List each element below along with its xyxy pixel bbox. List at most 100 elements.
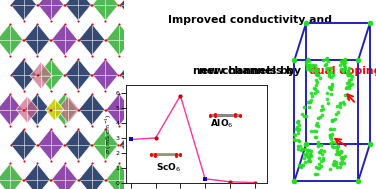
Point: [329, 132, 335, 135]
Point: [333, 161, 339, 164]
Point: [315, 125, 321, 128]
Point: [343, 86, 349, 89]
Point: [306, 106, 312, 109]
Polygon shape: [11, 0, 36, 21]
Polygon shape: [38, 59, 64, 91]
Point: [338, 149, 344, 153]
Point: [308, 155, 314, 158]
Point: [344, 73, 350, 76]
Polygon shape: [38, 129, 64, 161]
Point: [346, 78, 352, 81]
Point: [324, 67, 330, 70]
Point: [321, 149, 327, 152]
Point: [302, 105, 308, 108]
Point: [315, 117, 321, 120]
Point: [334, 166, 340, 169]
Point: [341, 64, 347, 67]
Point: [341, 161, 347, 164]
Point: [302, 148, 308, 151]
Point: [349, 83, 355, 86]
Point: [316, 162, 322, 165]
Point: [295, 128, 301, 131]
Point: [346, 81, 352, 84]
Point: [304, 150, 310, 153]
Point: [312, 172, 318, 175]
Point: [302, 161, 308, 164]
Point: [328, 142, 334, 145]
Point: [337, 166, 343, 169]
Point: [312, 91, 318, 94]
Polygon shape: [92, 0, 118, 21]
Point: [328, 88, 334, 91]
Point: [329, 144, 335, 147]
Point: [330, 162, 336, 165]
Point: [296, 132, 302, 135]
Point: [305, 159, 311, 162]
Point: [313, 79, 319, 82]
Point: [309, 94, 315, 97]
Point: [319, 104, 325, 107]
Point: [305, 148, 311, 151]
Point: [314, 69, 320, 72]
Point: [306, 159, 312, 162]
Point: [315, 167, 321, 170]
Point: [324, 98, 330, 101]
Polygon shape: [120, 59, 146, 91]
Point: [319, 114, 325, 117]
Text: dual doping: dual doping: [309, 66, 376, 76]
Point: [320, 156, 326, 160]
Point: [345, 69, 351, 72]
Point: [337, 102, 343, 105]
Point: [330, 119, 336, 122]
Point: [299, 164, 305, 167]
Point: [314, 172, 320, 175]
Point: [344, 94, 350, 97]
Point: [315, 142, 321, 145]
Polygon shape: [79, 94, 105, 126]
Point: [315, 143, 321, 146]
Point: [314, 135, 320, 138]
Point: [344, 71, 350, 74]
Point: [299, 148, 305, 151]
Polygon shape: [38, 0, 64, 21]
Point: [328, 134, 334, 137]
Polygon shape: [52, 163, 77, 189]
Point: [295, 121, 301, 124]
Polygon shape: [65, 0, 91, 21]
Point: [317, 108, 323, 112]
Point: [315, 141, 321, 144]
Point: [340, 156, 346, 159]
Point: [349, 74, 355, 77]
Point: [331, 164, 337, 167]
Point: [313, 71, 319, 74]
Point: [333, 142, 339, 145]
Point: [327, 136, 333, 139]
Polygon shape: [24, 94, 50, 126]
Polygon shape: [79, 24, 105, 56]
Point: [316, 157, 322, 160]
Point: [313, 166, 319, 169]
Point: [327, 138, 334, 141]
Point: [306, 64, 312, 67]
Point: [328, 71, 334, 74]
Point: [295, 119, 301, 122]
Point: [307, 159, 313, 162]
Point: [323, 57, 329, 60]
Point: [342, 57, 348, 60]
Point: [295, 139, 301, 142]
Point: [304, 65, 310, 68]
Point: [330, 145, 336, 148]
Polygon shape: [120, 129, 146, 161]
Point: [296, 140, 302, 143]
Polygon shape: [52, 94, 77, 126]
Point: [305, 100, 311, 103]
Point: [326, 75, 332, 78]
Point: [349, 77, 355, 80]
Point: [335, 150, 341, 153]
Point: [346, 71, 352, 74]
Point: [341, 102, 347, 105]
Point: [346, 87, 352, 90]
Polygon shape: [120, 0, 146, 21]
Point: [328, 76, 334, 79]
Point: [345, 96, 351, 99]
